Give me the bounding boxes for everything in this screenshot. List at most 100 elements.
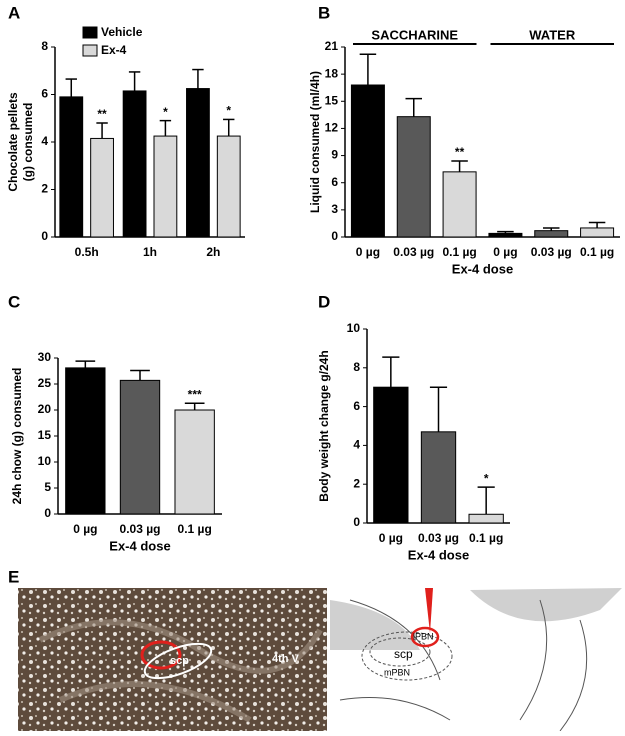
bar [468,513,504,524]
tissue-band [38,619,323,723]
x-axis-label: Ex-4 dose [109,538,170,553]
x-tick-label: 0.1 µg [580,245,614,259]
atlas-label: lPBN [413,631,434,641]
y-tick-label: 8 [41,39,48,53]
y-axis-label: Chocolate pellets [6,92,20,192]
atlas-region [470,588,622,622]
x-tick-label: 0 µg [356,245,380,259]
y-tick-label: 0 [353,515,360,529]
y-axis-label: (g) consumed [21,103,35,182]
photo-label: 4th V [272,653,300,665]
bar [420,431,457,524]
cannula [425,588,433,633]
x-tick-label: 2h [206,245,220,259]
y-tick-label: 18 [325,66,339,80]
x-tick-label: 0.03 µg [531,245,572,259]
y-tick-label: 20 [38,402,52,416]
x-tick-label: 0 µg [493,245,517,259]
bar [153,135,178,238]
y-tick-label: 15 [325,93,339,107]
atlas-line [339,599,588,732]
y-tick-label: 4 [41,134,48,148]
bar [65,367,106,515]
y-tick-label: 6 [331,175,338,189]
x-tick-label: 0 µg [73,522,97,536]
panel-label: E [8,567,19,586]
y-tick-label: 5 [44,480,51,494]
y-tick-label: 0 [44,506,51,520]
y-tick-label: 9 [331,148,338,162]
y-tick-label: 10 [38,454,52,468]
significance: * [226,104,231,118]
x-axis-label: Ex-4 dose [452,261,513,276]
panel-label: D [318,292,330,311]
bar [119,379,161,515]
atlas-label: mPBN [384,667,410,677]
significance: ** [455,145,465,159]
bar [442,171,477,238]
y-tick-label: 30 [38,350,52,364]
bar [186,88,210,238]
x-tick-label: 0.5h [75,245,99,259]
x-tick-label: 0.1 µg [469,531,503,545]
legend-swatch [82,26,98,39]
bar [580,227,615,238]
bar [350,84,385,238]
bar [122,90,147,238]
bar [396,116,431,238]
group-label: SACCHARINE [371,27,458,42]
panel-e: E scp 4th V lPBN scp mPBN [8,567,622,732]
y-tick-label: 15 [38,428,52,442]
y-tick-label: 0 [331,229,338,243]
atlas-outline [369,637,431,667]
bar [534,230,569,238]
lpbn-outline [410,626,440,648]
bar [59,96,84,238]
x-axis-label: Ex-4 dose [408,547,469,562]
bar [216,135,241,238]
histology-photo [18,588,327,731]
significance: *** [188,387,202,401]
x-tick-label: 0.03 µg [120,522,161,536]
atlas-label: scp [394,647,413,661]
x-tick-label: 0.1 µg [178,522,212,536]
group-label: WATER [529,27,576,42]
y-tick-label: 2 [41,182,48,196]
atlas-outline [361,631,453,681]
y-axis-label: 24h chow (g) consumed [10,368,24,505]
y-tick-label: 6 [353,399,360,413]
x-tick-label: 0.03 µg [393,245,434,259]
bar [90,137,114,238]
legend-swatch [82,44,98,57]
x-tick-label: 0.1 µg [442,245,476,259]
y-tick-label: 0 [41,229,48,243]
x-tick-label: 1h [143,245,157,259]
y-tick-label: 12 [325,121,339,135]
y-tick-label: 21 [325,39,339,53]
legend-label: Ex-4 [101,43,127,57]
y-tick-label: 2 [353,476,360,490]
lpbn-outline [140,640,182,670]
x-tick-label: 0 µg [379,531,403,545]
atlas-region [330,600,420,650]
panel-label: A [8,3,20,22]
y-tick-label: 6 [41,87,48,101]
y-tick-label: 3 [331,202,338,216]
panel-label: B [318,3,330,22]
significance: * [163,105,168,119]
x-tick-label: 0.03 µg [418,531,459,545]
y-tick-label: 4 [353,438,360,452]
significance: ** [97,107,107,121]
bar [488,232,523,238]
y-axis-label: Liquid consumed (ml/4h) [308,71,322,213]
y-tick-label: 25 [38,376,52,390]
bar [373,386,409,524]
significance: * [484,471,489,485]
y-tick-label: 8 [353,360,360,374]
legend-label: Vehicle [101,25,143,39]
photo-label: scp [170,655,189,667]
y-tick-label: 10 [347,321,361,335]
bar [174,409,215,515]
y-axis-label: Body weight change g/24h [317,350,331,501]
